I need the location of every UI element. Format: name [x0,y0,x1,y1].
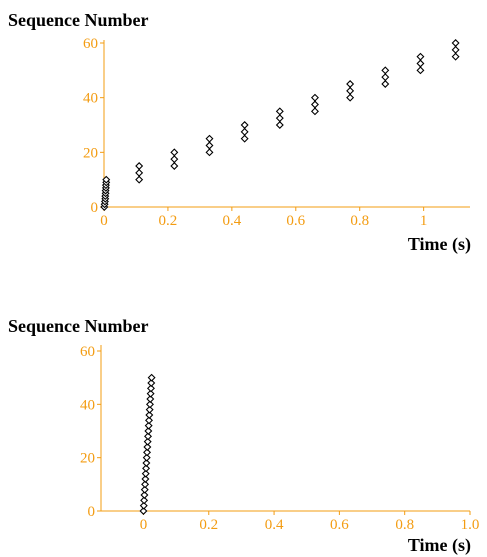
data-point [240,127,249,136]
data-point [346,86,355,95]
y-tick-label: 20 [80,451,95,467]
data-point [146,395,155,403]
data-point [416,52,425,61]
data-point [142,459,151,467]
x-tick-label: 0.2 [199,517,218,533]
chart-bottom-tick-labels: 0 20 40 60 0 0.2 0.4 0.6 0.8 1.0 [80,344,479,533]
data-point [140,485,149,494]
data-point [346,93,355,102]
data-point [381,80,390,88]
data-point [170,148,179,157]
data-point [416,59,425,68]
data-point [141,480,150,489]
data-point [139,507,148,515]
data-point [451,45,460,54]
data-point [416,66,425,75]
data-point [147,373,156,382]
data-point [170,155,179,164]
x-tick-label: 0 [100,213,108,229]
x-tick-label: 0.8 [395,517,414,533]
data-point [146,384,155,393]
data-point [310,107,319,116]
data-point [275,114,284,123]
chart-top-axes [100,40,470,211]
data-point [144,432,153,441]
y-tick-label: 40 [83,91,98,107]
x-tick-label: 0.6 [330,517,349,533]
data-point [141,475,150,483]
chart-bottom-plot-area [139,373,156,515]
data-point [381,73,390,82]
data-point [135,168,144,177]
data-point [240,121,249,129]
y-tick-label: 20 [83,145,98,161]
x-tick-label: 0.6 [286,213,305,229]
data-point [140,491,149,499]
data-point [381,66,390,75]
data-point [141,469,150,478]
data-point [346,80,355,88]
x-tick-label: 0 [140,517,148,533]
data-point [145,416,153,425]
x-tick-label: 0.4 [222,213,241,229]
data-point [135,175,144,184]
data-point [205,134,214,143]
x-tick-label: 0.2 [159,213,178,229]
data-point [310,100,319,109]
chart-top-tick-labels: 0 20 40 60 0 0.2 0.4 0.6 0.8 1 [83,36,427,229]
data-point [143,437,152,446]
chart-top-ylabel: Sequence Number [8,10,149,30]
y-tick-label: 0 [91,200,99,216]
data-point [102,175,111,184]
y-tick-label: 40 [80,397,95,413]
data-point [142,453,151,462]
y-tick-label: 60 [80,344,95,360]
data-point [205,141,214,150]
chart-top-plot-area [100,39,460,211]
data-point [143,448,152,457]
chart-bottom-xlabel: Time (s) [408,535,471,556]
data-point [205,148,214,157]
chart-bottom-axes [97,345,471,515]
data-point [170,162,179,170]
data-point [146,389,155,398]
data-point [143,443,152,451]
x-tick-label: 1.0 [461,517,480,533]
data-point [145,411,154,419]
data-point [145,405,154,414]
data-point [139,501,148,510]
data-point [451,39,460,47]
data-point [275,107,284,116]
x-tick-label: 0.4 [265,517,284,533]
data-point [140,496,149,505]
data-point [451,52,460,61]
data-point [147,379,156,387]
data-point [142,464,151,473]
chart-top-xlabel: Time (s) [408,234,471,255]
data-point [144,421,153,430]
x-tick-label: 0.8 [350,213,369,229]
data-point [240,134,249,143]
x-tick-label: 1 [420,213,428,229]
data-point [146,400,154,409]
y-tick-label: 60 [83,36,98,52]
chart-bottom-ylabel: Sequence Number [8,316,149,336]
y-tick-label: 0 [88,504,96,520]
data-point [275,121,284,129]
data-point [135,162,144,170]
data-point [310,93,319,102]
data-point [144,427,153,435]
